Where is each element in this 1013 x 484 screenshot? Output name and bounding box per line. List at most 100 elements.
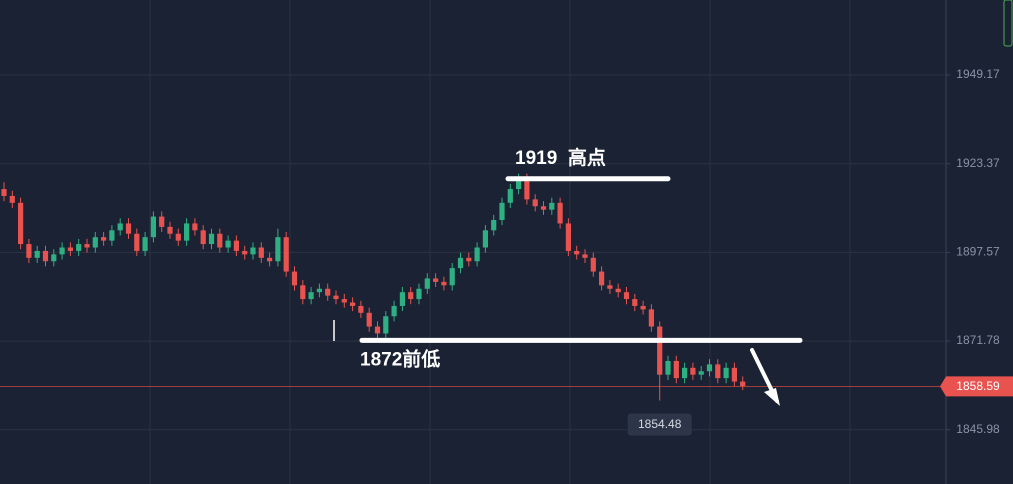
candle-body	[159, 216, 165, 227]
candle-body	[441, 281, 447, 286]
candle-body	[640, 305, 646, 310]
candle-body	[150, 216, 156, 238]
candle-body	[706, 364, 713, 372]
scroll-handle[interactable]	[1003, 0, 1013, 47]
candle-body	[607, 285, 613, 289]
candle-body	[632, 299, 638, 306]
candle-body	[283, 237, 289, 272]
candle-body	[524, 178, 530, 200]
candle-body	[18, 202, 24, 245]
arrow	[750, 348, 780, 406]
y-tick-label: 1845.98	[956, 422, 1000, 436]
candle-body	[1, 189, 7, 196]
candle-body	[457, 257, 464, 269]
candle-body	[192, 223, 198, 231]
annotation-text: 1919 高点	[515, 146, 606, 169]
candle-body	[300, 285, 306, 300]
candle-body	[291, 271, 298, 286]
candle-body	[408, 292, 414, 300]
candle-body	[125, 223, 132, 234]
candle-body	[433, 278, 439, 282]
candle-body	[499, 202, 505, 220]
y-tick-label: 1871.78	[956, 333, 1000, 347]
candle-body	[217, 233, 223, 248]
candle-body	[731, 367, 737, 382]
candle-body	[482, 230, 488, 248]
price-tag-label: 1858.59	[956, 379, 1000, 393]
candle-body	[92, 237, 98, 248]
candle-body	[366, 312, 372, 327]
candle-body	[316, 288, 322, 293]
candle-body	[399, 292, 405, 306]
candle-body	[134, 233, 140, 251]
candle-body	[109, 230, 115, 241]
candle-body	[540, 206, 547, 210]
candle-body	[391, 305, 397, 317]
candle-body	[76, 244, 82, 251]
candle-body	[233, 240, 239, 251]
candle-body	[615, 288, 621, 293]
candle-body	[84, 244, 90, 248]
candle-body	[383, 316, 389, 334]
candle-body	[333, 295, 339, 300]
candle-body	[474, 247, 480, 262]
candle-body	[532, 199, 538, 207]
candle-body	[574, 250, 580, 255]
candle-body	[424, 278, 430, 289]
y-tick-label: 1923.37	[956, 156, 1000, 170]
candle-body	[142, 237, 148, 251]
candle-body	[275, 237, 281, 262]
candle-body	[491, 220, 497, 231]
candle-body	[682, 367, 688, 379]
candle-body	[715, 364, 721, 379]
candle-body	[258, 247, 264, 258]
candle-body	[557, 202, 563, 224]
candle-body	[175, 233, 181, 241]
candle-body	[59, 247, 65, 255]
candle-body	[623, 292, 630, 300]
annotation-text: 1872前低	[360, 347, 440, 370]
candle-body	[9, 195, 15, 203]
candle-body	[449, 268, 455, 286]
arrow-head	[764, 388, 780, 406]
candle-body	[308, 292, 314, 300]
vertical-grid	[149, 0, 851, 484]
candle-body	[184, 223, 190, 241]
candle-body	[34, 250, 40, 258]
candle-body	[549, 202, 555, 210]
candle-body	[225, 240, 231, 248]
candle-body	[740, 381, 746, 387]
candle-body	[67, 247, 73, 251]
candle-body	[208, 233, 215, 245]
candle-body	[242, 250, 248, 255]
candle-body	[648, 309, 654, 327]
price-tag	[940, 376, 1013, 397]
low-label: 1854.48	[638, 417, 682, 431]
candle-body	[325, 288, 331, 296]
y-tick-label: 1897.57	[956, 245, 1000, 259]
candle-body	[582, 254, 588, 258]
candle-body	[723, 367, 729, 379]
candle-body	[200, 230, 206, 245]
candle-body	[690, 367, 696, 375]
candle-body	[167, 226, 173, 234]
candle-body	[416, 288, 422, 300]
candle-body	[267, 257, 273, 262]
candle-body	[565, 223, 571, 251]
candle-body	[516, 178, 522, 190]
candle-body	[350, 302, 356, 306]
candle-body	[665, 360, 671, 375]
candle-body	[26, 244, 32, 258]
candle-body	[590, 257, 596, 272]
candle-body	[250, 247, 256, 255]
low-label-box	[627, 413, 692, 436]
candle-body	[673, 360, 679, 379]
candle-body	[341, 299, 347, 303]
y-tick-label: 1949.17	[956, 67, 1000, 81]
candle-body	[507, 189, 513, 203]
candle-body	[374, 326, 381, 334]
candle-body	[358, 305, 364, 313]
candle-body	[657, 326, 663, 375]
